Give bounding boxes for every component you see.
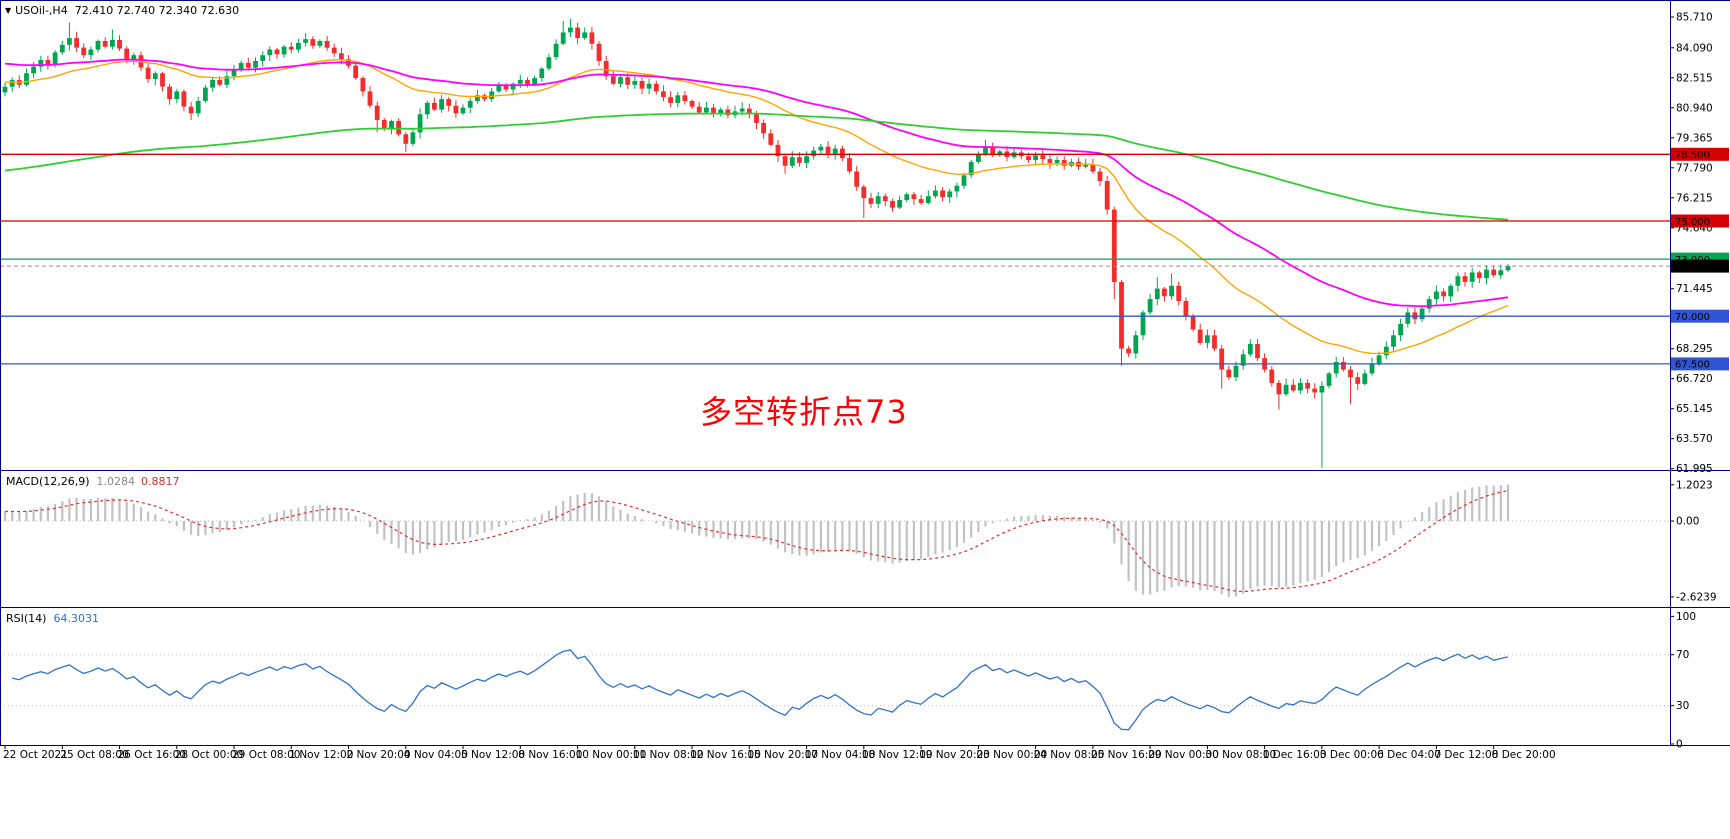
svg-text:63.570: 63.570	[1676, 433, 1713, 445]
svg-text:61.995: 61.995	[1676, 463, 1713, 475]
svg-text:68.295: 68.295	[1676, 343, 1713, 355]
svg-text:8 Nov 16:00: 8 Nov 16:00	[518, 749, 582, 761]
price-axis: 85.710 84.090 82.515 80.940 79.365 77.790 76.2…	[1670, 12, 1729, 475]
svg-text:1 Dec 16:00: 1 Dec 16:00	[1263, 749, 1327, 761]
svg-text:12 Nov 16:00: 12 Nov 16:00	[690, 749, 761, 761]
rsi-line	[12, 649, 1509, 731]
svg-text:11 Nov 08:00: 11 Nov 08:00	[633, 749, 704, 761]
svg-text:3 Dec 00:00: 3 Dec 00:00	[1320, 749, 1384, 761]
svg-text:1.2023: 1.2023	[1676, 479, 1713, 491]
candles	[2, 18, 1511, 468]
svg-text:0: 0	[1676, 739, 1683, 751]
svg-text:4 Nov 04:00: 4 Nov 04:00	[404, 749, 468, 761]
svg-text:76.215: 76.215	[1676, 192, 1713, 204]
svg-text:75.000: 75.000	[1675, 217, 1710, 228]
ohlc-values: 72.410 72.740 72.340 72.630	[74, 4, 240, 17]
svg-text:80.940: 80.940	[1676, 102, 1713, 114]
svg-text:66.720: 66.720	[1676, 373, 1713, 385]
svg-text:5 Nov 12:00: 5 Nov 12:00	[461, 749, 525, 761]
svg-text:100: 100	[1676, 611, 1696, 623]
macd-name: MACD(12,26,9)	[6, 475, 90, 488]
rsi-pane: 100 70 30 0	[0, 611, 1696, 751]
svg-text:65.145: 65.145	[1676, 403, 1713, 415]
macd-signal-value: 0.8817	[141, 475, 180, 488]
svg-text:22 Oct 2021: 22 Oct 2021	[3, 749, 68, 761]
moving-averages	[4, 58, 1509, 355]
svg-text:71.445: 71.445	[1676, 283, 1713, 295]
svg-text:25 Nov 16:00: 25 Nov 16:00	[1091, 749, 1162, 761]
svg-text:82.515: 82.515	[1676, 72, 1713, 84]
svg-text:1 Nov 12:00: 1 Nov 12:00	[289, 749, 353, 761]
annotation-text: 多空转折点73	[700, 393, 908, 431]
svg-text:2 Nov 20:00: 2 Nov 20:00	[347, 749, 411, 761]
macd-histogram	[3, 484, 1510, 597]
macd-signal-line	[5, 490, 1509, 593]
rsi-value: 64.3031	[53, 612, 99, 625]
svg-text:29 Nov 00:00: 29 Nov 00:00	[1148, 749, 1219, 761]
pane-borders	[0, 0, 1730, 746]
price-levels	[0, 153, 1670, 365]
chart-title: USOil-,H4	[15, 4, 68, 17]
svg-text:28 Oct 00:00: 28 Oct 00:00	[175, 749, 243, 761]
svg-text:26 Oct 16:00: 26 Oct 16:00	[118, 749, 186, 761]
svg-text:70: 70	[1676, 649, 1689, 661]
chevron-down-icon[interactable]: ▼	[5, 6, 12, 15]
svg-text:30: 30	[1676, 700, 1689, 712]
svg-text:70.000: 70.000	[1675, 312, 1710, 323]
svg-text:18 Nov 12:00: 18 Nov 12:00	[862, 749, 933, 761]
svg-text:19 Nov 20:00: 19 Nov 20:00	[919, 749, 990, 761]
svg-text:8 Dec 20:00: 8 Dec 20:00	[1492, 749, 1556, 761]
svg-text:25 Oct 08:00: 25 Oct 08:00	[60, 749, 128, 761]
ma-line-60	[4, 58, 1509, 308]
ma-line-200	[4, 112, 1509, 221]
macd-pane: 1.2023 0.00 -2.6239	[0, 479, 1717, 603]
macd-main-value: 1.0284	[96, 475, 136, 488]
svg-text:84.090: 84.090	[1676, 42, 1713, 54]
svg-text:29 Oct 08:00: 29 Oct 08:00	[232, 749, 300, 761]
svg-text:0.00: 0.00	[1676, 516, 1699, 528]
svg-text:67.500: 67.500	[1675, 360, 1710, 371]
svg-text:79.365: 79.365	[1676, 132, 1713, 144]
macd-indicator-label: MACD(12,26,9) 1.0284 0.8817	[6, 475, 180, 488]
chart-header: ▼ USOil-,H4 72.410 72.740 72.340 72.630	[5, 4, 239, 17]
svg-text:85.710: 85.710	[1676, 12, 1713, 24]
ma-line-28	[4, 59, 1509, 355]
svg-text:77.790: 77.790	[1676, 162, 1713, 174]
svg-text:30 Nov 08:00: 30 Nov 08:00	[1205, 749, 1276, 761]
svg-text:6 Dec 04:00: 6 Dec 04:00	[1377, 749, 1441, 761]
rsi-indicator-label: RSI(14) 64.3031	[6, 612, 99, 625]
svg-text:-2.6239: -2.6239	[1676, 591, 1717, 603]
svg-text:10 Nov 00:00: 10 Nov 00:00	[576, 749, 647, 761]
svg-text:23 Nov 00:00: 23 Nov 00:00	[976, 749, 1047, 761]
svg-text:17 Nov 04:00: 17 Nov 04:00	[805, 749, 876, 761]
svg-text:7 Dec 12:00: 7 Dec 12:00	[1434, 749, 1498, 761]
svg-text:78.500: 78.500	[1675, 150, 1710, 161]
svg-text:24 Nov 08:00: 24 Nov 08:00	[1034, 749, 1105, 761]
rsi-name: RSI(14)	[6, 612, 47, 625]
svg-text:72.630: 72.630	[1675, 262, 1710, 273]
svg-text:15 Nov 20:00: 15 Nov 20:00	[747, 749, 818, 761]
